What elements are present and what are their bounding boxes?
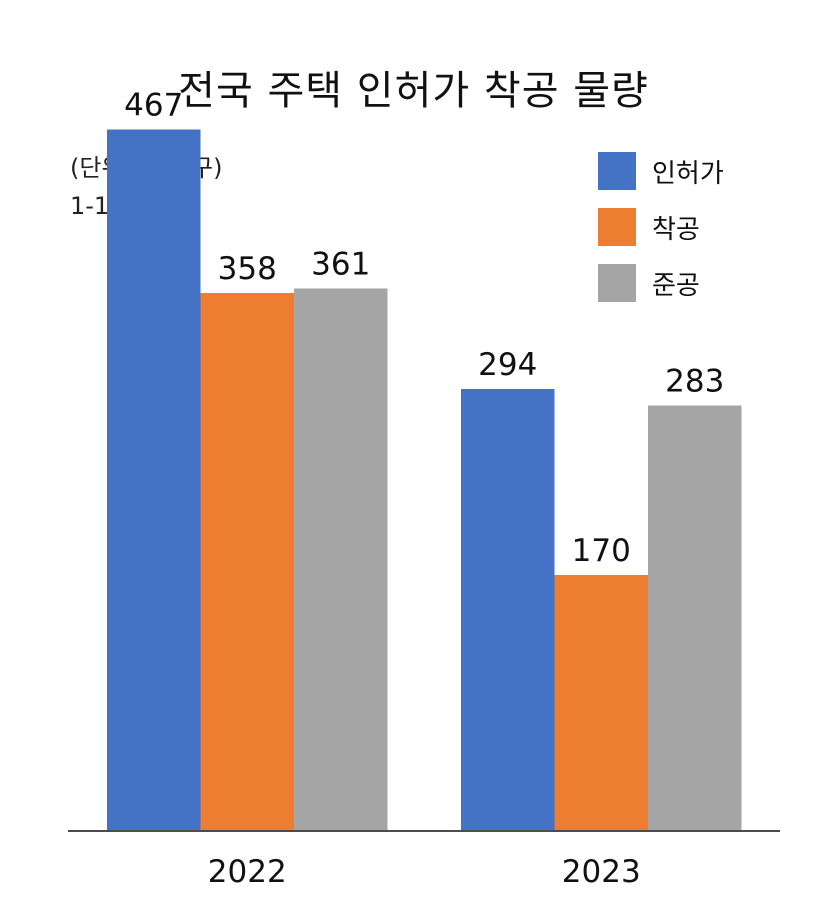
legend: 인허가 착공 준공 (598, 152, 724, 320)
data-label-starts-2022: 358 (218, 251, 277, 287)
legend-swatch-completions (598, 264, 636, 302)
bar-starts-2022 (200, 293, 294, 830)
legend-swatch-starts (598, 208, 636, 246)
legend-item-permits: 인허가 (598, 152, 724, 190)
data-label-completions-2023: 283 (665, 364, 724, 400)
data-label-permits-2022: 467 (124, 88, 183, 124)
legend-item-completions: 준공 (598, 264, 724, 302)
legend-item-starts: 착공 (598, 208, 724, 246)
x-tick-label-2022: 2022 (208, 854, 287, 890)
data-label-permits-2023: 294 (478, 347, 537, 383)
chart-title: 전국 주택 인허가 착공 물량 (178, 68, 649, 114)
bar-completions-2023 (648, 405, 742, 830)
legend-label-permits: 인허가 (652, 158, 724, 189)
bar-permits-2023 (461, 389, 555, 830)
bar-completions-2022 (294, 288, 388, 830)
legend-swatch-permits (598, 152, 636, 190)
bar-permits-2022 (107, 129, 201, 830)
data-label-starts-2023: 170 (572, 533, 631, 569)
legend-label-completions: 준공 (652, 270, 700, 301)
bar-starts-2023 (554, 575, 648, 830)
x-tick-label-2023: 2023 (562, 854, 641, 890)
legend-label-starts: 착공 (652, 214, 700, 245)
data-label-completions-2022: 361 (311, 247, 370, 283)
